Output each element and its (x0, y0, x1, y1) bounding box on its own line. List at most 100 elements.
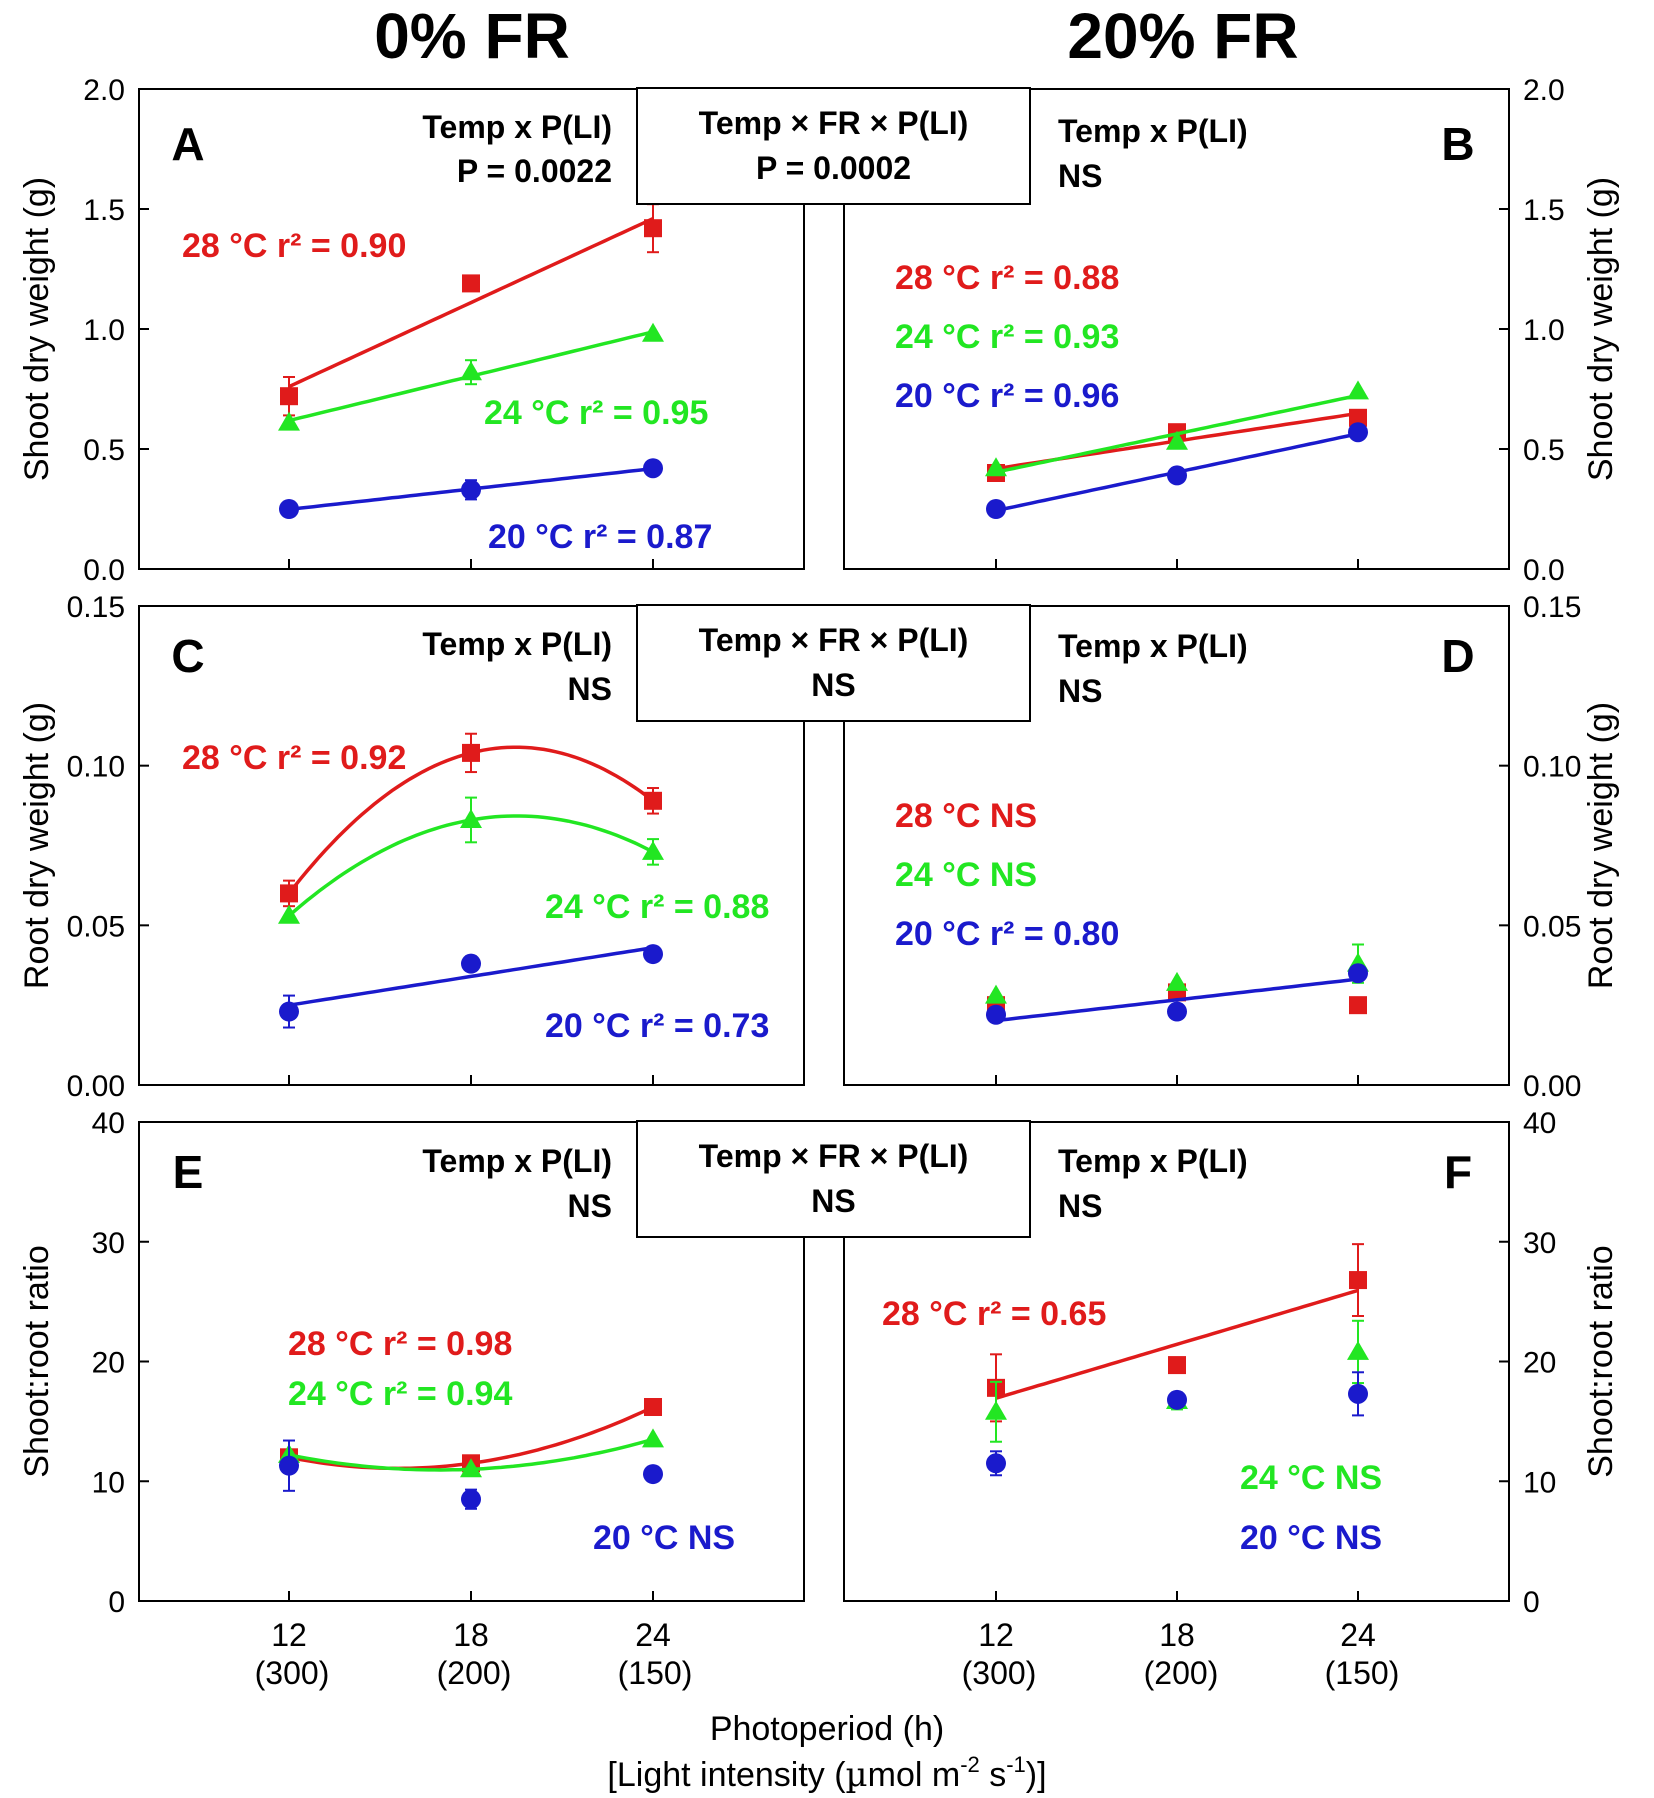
x-tick-12-right: 12 (978, 1617, 1014, 1653)
panel-stat-B: Temp x P(LI) (1058, 113, 1248, 149)
series-B-20C: 20 °C r² = 0.96 (895, 377, 1368, 519)
column-title-right: 20% FR (1067, 0, 1298, 72)
x-sub-post: )] (1026, 1756, 1047, 1794)
interaction-box: Temp × FR × P(LI) NS (636, 1120, 1031, 1238)
data-point-circle (1167, 1001, 1187, 1022)
series-label: 28 °C r² = 0.98 (288, 1325, 512, 1363)
y-axis-label-B: Shoot dry weight (g) (1582, 177, 1620, 481)
y-tick-label: 0.0 (1523, 554, 1565, 587)
x-tick-150-right: (150) (1325, 1655, 1400, 1691)
y-tick-label: 1.5 (83, 194, 125, 227)
data-point-square (1349, 996, 1367, 1015)
y-tick-label: 0.00 (67, 1070, 125, 1103)
x-tick-150-left: (150) (618, 1655, 693, 1691)
series-label: 28 °C NS (895, 797, 1037, 835)
data-point-square (462, 743, 480, 762)
series-label-temp: 20 °C (488, 518, 583, 556)
data-point-circle (986, 499, 1006, 519)
series-label-temp: 28 °C (895, 259, 990, 297)
y-tick-label: 0.05 (1523, 910, 1581, 943)
y-axis-label-C: Root dry weight (g) (18, 702, 56, 989)
y-tick-label: 20 (92, 1347, 125, 1380)
y-tick-label: 2.0 (1523, 74, 1565, 107)
fit-line (288, 945, 654, 1007)
panels: 0.0 0.5 1.0 1.5 2.0 Shoot dry weight (g) A Temp… (18, 74, 1620, 1619)
data-point-square (1168, 1356, 1186, 1375)
y-tick-label: 10 (1523, 1466, 1556, 1499)
series-C-20C: 20 °C r² = 0.73 (279, 944, 769, 1045)
x-tick-200-right: (200) (1144, 1655, 1219, 1691)
y-tick-label: 0.10 (1523, 751, 1581, 784)
series-label-stat: NS (1335, 1519, 1382, 1557)
fit-line (995, 977, 1359, 1023)
series-label-stat: r² = 0.92 (277, 739, 406, 777)
series-label-temp: 20 °C (1240, 1519, 1335, 1557)
series-label: 20 °C r² = 0.87 (488, 518, 712, 556)
series-label: 20 °C r² = 0.73 (545, 1007, 769, 1045)
series-label-stat: NS (688, 1519, 735, 1557)
y-tick-label: 30 (1523, 1227, 1556, 1260)
series-A-28C: 28 °C r² = 0.90 (182, 203, 662, 417)
y-tick-label: 0.5 (1523, 434, 1565, 467)
data-point-square (1349, 408, 1367, 427)
series-C-24C: 24 °C r² = 0.88 (278, 796, 769, 926)
interaction-box-frame (636, 87, 1031, 205)
series-label: 24 °C r² = 0.95 (484, 394, 708, 432)
data-point-triangle (642, 322, 664, 342)
data-point-circle (279, 1455, 299, 1476)
panel-A: 0.0 0.5 1.0 1.5 2.0 Shoot dry weight (g) A Temp… (18, 74, 805, 587)
y-tick-label: 0.15 (67, 591, 125, 624)
data-point-circle (461, 479, 481, 500)
panel-letter-B: B (1441, 118, 1474, 170)
series-label-temp: 24 °C (484, 394, 579, 432)
series-label: 28 °C r² = 0.92 (182, 739, 406, 777)
panel-stat-A: Temp x P(LI) (422, 109, 612, 145)
series-A-20C: 20 °C r² = 0.87 (279, 458, 712, 556)
interaction-box: Temp × FR × P(LI) P = 0.0002 (636, 87, 1031, 205)
series-label-stat: NS (1335, 1459, 1382, 1497)
series-label-stat: r² = 0.95 (579, 394, 708, 432)
x-tick-200-left: (200) (437, 1655, 512, 1691)
panel-stat-A: P = 0.0022 (457, 153, 612, 189)
data-point-triangle (1347, 1340, 1369, 1360)
series-label-temp: 28 °C (182, 739, 277, 777)
data-point-triangle (1347, 380, 1369, 400)
series-label: 24 °C r² = 0.93 (895, 318, 1119, 356)
x-tick-18-left: 18 (453, 1617, 489, 1653)
panel-stat-F: Temp x P(LI) (1058, 1143, 1248, 1179)
interaction-box-frame (636, 1120, 1031, 1238)
y-tick-label: 0.0 (83, 554, 125, 587)
panel-stat-B: NS (1058, 158, 1102, 194)
column-title-left: 0% FR (374, 0, 570, 72)
series-label-temp: 20 °C (895, 377, 990, 415)
series-label-stat: r² = 0.90 (277, 227, 406, 265)
data-point-circle (643, 458, 663, 479)
y-tick-label: 0 (1523, 1586, 1540, 1619)
series-label: 28 °C r² = 0.65 (882, 1295, 1106, 1333)
series-label-stat: r² = 0.93 (990, 318, 1119, 356)
series-label-temp: 24 °C (895, 318, 990, 356)
data-point-circle (279, 1001, 299, 1022)
series-label-temp: 20 °C (895, 915, 990, 953)
series-D-28C: 28 °C NS (895, 797, 1367, 1015)
data-point-triangle (985, 457, 1007, 477)
panel-letter-C: C (171, 630, 204, 682)
interaction-box-value: NS (811, 1183, 855, 1219)
y-tick-label: 30 (92, 1227, 125, 1260)
y-tick-label: 1.0 (1523, 314, 1565, 347)
series-C-28C: 28 °C r² = 0.92 (182, 732, 662, 908)
y-tick-label: 40 (92, 1107, 125, 1140)
y-axis-label-D: Root dry weight (g) (1582, 702, 1620, 989)
data-point-square (280, 387, 298, 406)
data-point-triangle (985, 1400, 1007, 1420)
series-label-stat: r² = 0.73 (640, 1007, 769, 1045)
data-point-circle (461, 953, 481, 974)
series-label-temp: 20 °C (593, 1519, 688, 1557)
panel-stat-C: Temp x P(LI) (422, 626, 612, 662)
series-D-20C: 20 °C r² = 0.80 (895, 915, 1368, 1025)
series-E-20C: 20 °C NS (279, 1439, 735, 1557)
x-ticks-right: 12 18 24 (300) (200) (150) (962, 1617, 1400, 1691)
data-point-triangle (460, 361, 482, 381)
data-point-square (1349, 1271, 1367, 1290)
x-sub-mu: µ (846, 1755, 868, 1795)
